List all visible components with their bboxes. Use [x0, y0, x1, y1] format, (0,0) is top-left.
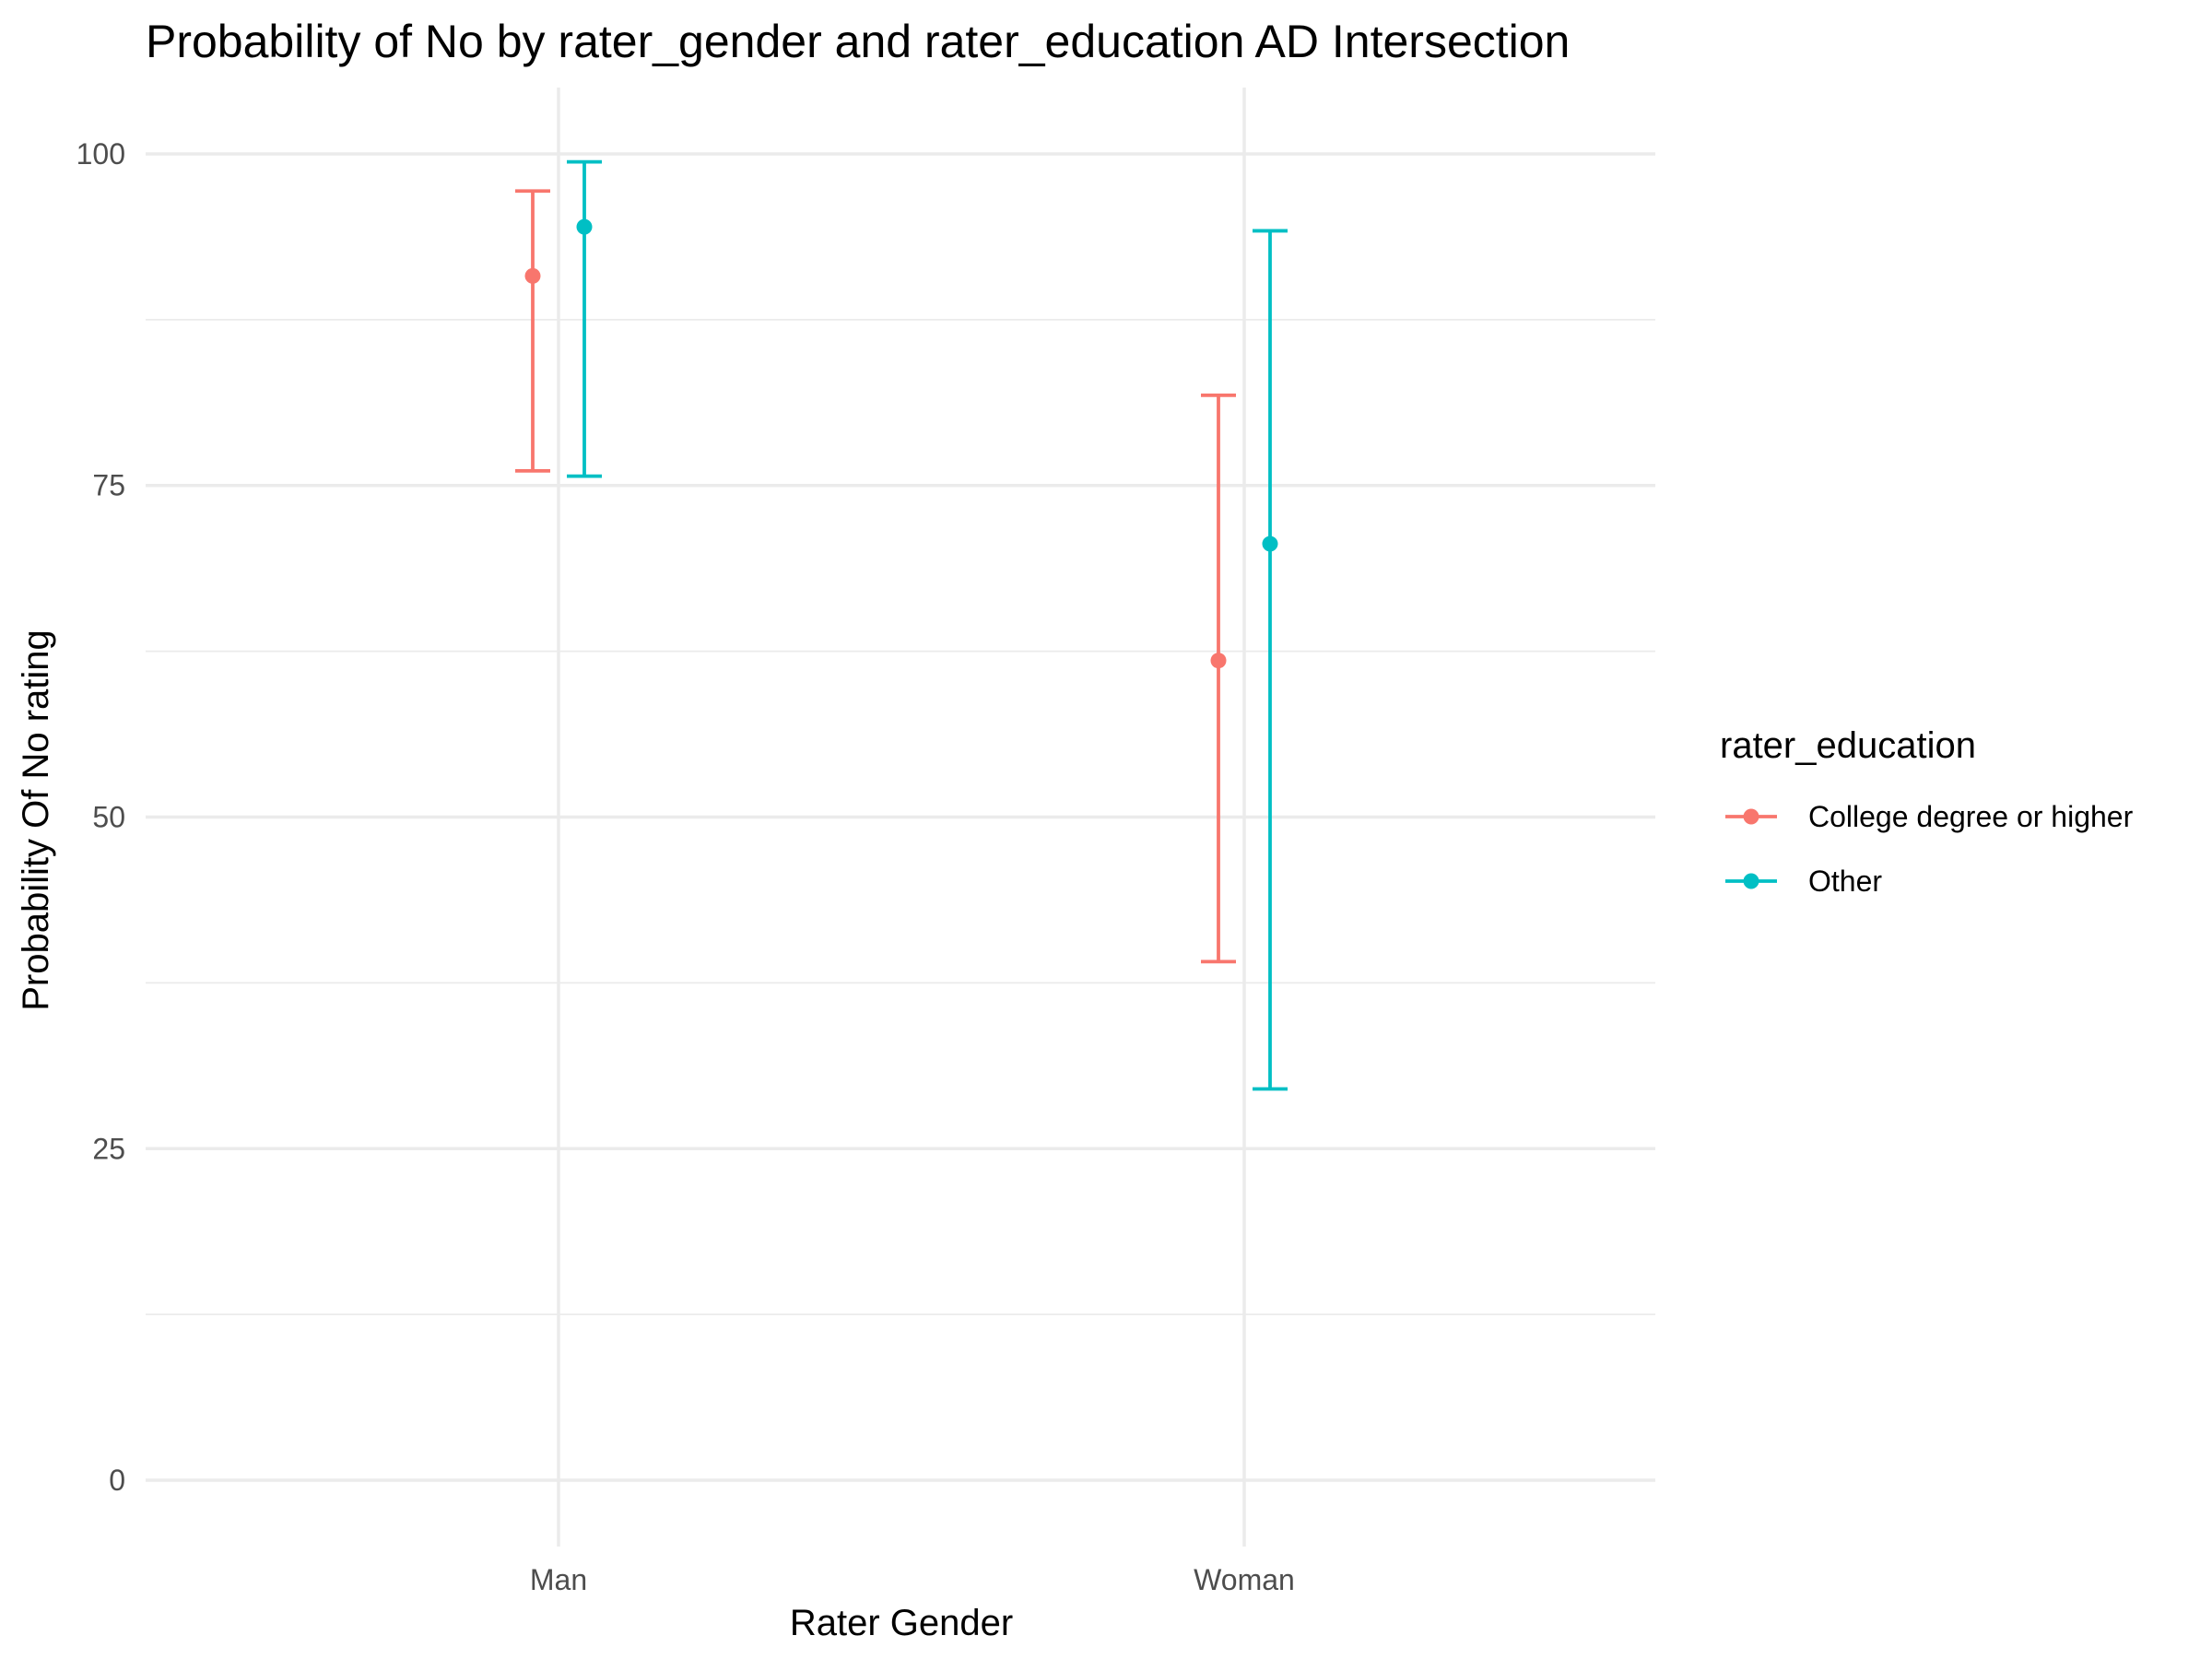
data-point — [524, 267, 541, 284]
legend-item: College degree or higher — [1725, 800, 2134, 833]
legend: rater_education College degree or higher… — [1720, 725, 2134, 898]
errorbar-group — [567, 159, 602, 478]
y-tick-label: 25 — [92, 1132, 125, 1165]
data-point — [1210, 653, 1227, 669]
x-tick-label: Man — [530, 1563, 587, 1596]
x-axis-title: Rater Gender — [790, 1603, 1013, 1643]
series-layer — [515, 159, 1288, 1091]
grid-layer: 0 25 50 75 100 Man Woman — [76, 88, 1655, 1596]
legend-key-point — [1743, 808, 1759, 825]
chart-title: Probability of No by rater_gender and ra… — [146, 16, 1570, 67]
errorbar-group — [1253, 229, 1288, 1091]
legend-title: rater_education — [1720, 725, 1976, 766]
y-tick-label: 50 — [92, 801, 125, 834]
y-tick-label: 0 — [109, 1464, 125, 1497]
legend-label: College degree or higher — [1808, 800, 2134, 833]
data-point — [576, 218, 593, 235]
y-tick-label: 75 — [92, 469, 125, 502]
errorbar-group — [515, 189, 550, 473]
data-point — [1262, 535, 1278, 552]
legend-item: Other — [1725, 865, 1882, 898]
y-tick-label: 100 — [76, 137, 125, 171]
legend-key-point — [1743, 873, 1759, 889]
y-axis-title: Probability Of No rating — [16, 629, 56, 1011]
legend-label: Other — [1808, 865, 1882, 898]
errorbar-group — [1201, 393, 1236, 964]
x-tick-label: Woman — [1194, 1563, 1295, 1596]
